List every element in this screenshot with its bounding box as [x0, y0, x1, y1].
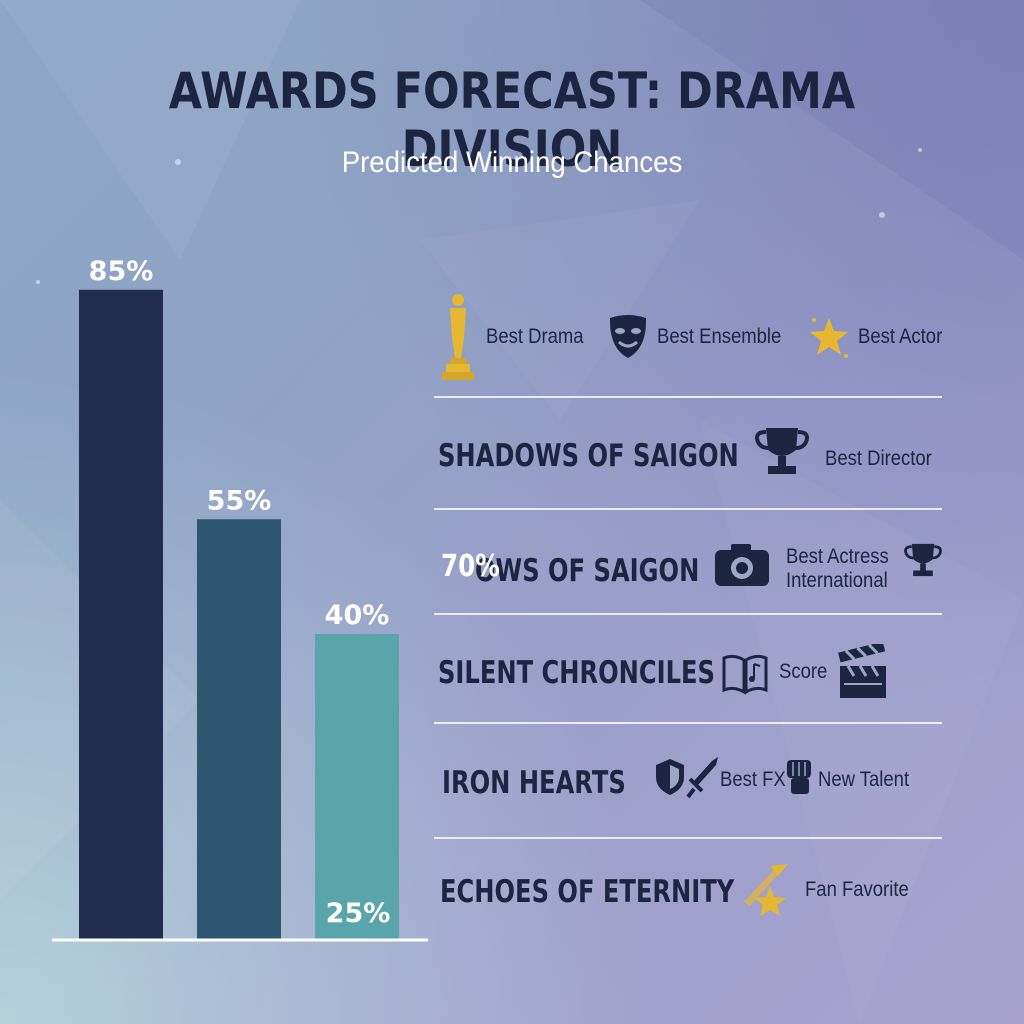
shooting-star-icon — [744, 864, 788, 916]
row-title: OWS OF SAIGON — [475, 553, 700, 589]
legend-item-best-drama: Best Drama — [438, 292, 597, 382]
bar-value-label-1: 85% — [89, 256, 154, 287]
award-label: Best Director — [825, 447, 932, 470]
page-title: AWARDS FORECAST: DRAMA DIVISION — [168, 62, 856, 178]
award-label: Best Actress International — [786, 545, 889, 592]
award-label: Score — [779, 660, 828, 683]
bar-1 — [79, 289, 163, 940]
legend: Best Drama Best Ensemble Best Actor — [438, 292, 958, 382]
divider — [434, 508, 942, 510]
clapperboard-icon — [838, 644, 886, 698]
trophy-icon — [755, 428, 809, 474]
overlay-percent-label: 70% — [441, 549, 500, 584]
fist-icon — [787, 760, 811, 794]
bar-value-label-3: 40% — [325, 600, 390, 631]
bar-3 — [315, 634, 399, 940]
divider — [434, 613, 942, 615]
divider — [434, 722, 942, 724]
star-icon — [810, 318, 849, 358]
row-title: SILENT CHRONCILES — [438, 655, 715, 691]
row-title: ECHOES OF ETERNITY — [440, 874, 735, 910]
legend-label: Best Drama — [486, 325, 584, 348]
book-music-icon — [722, 654, 768, 695]
award-label: Fan Favorite — [805, 878, 909, 901]
divider — [434, 837, 942, 839]
legend-item-best-ensemble: Best Ensemble — [607, 314, 798, 360]
legend-label: Best Actor — [858, 325, 943, 348]
sword-icon — [686, 757, 718, 799]
award-label: New Talent — [818, 768, 910, 791]
page-subtitle: Predicted Winning Chances — [341, 146, 683, 179]
floating-percent-label: 25% — [326, 898, 391, 929]
award-label: Best FX — [720, 768, 786, 791]
oscar-statue-icon — [442, 294, 474, 380]
theater-masks-icon — [609, 315, 646, 358]
row-title: SHADOWS OF SAIGON — [438, 438, 739, 474]
trophy-icon — [904, 543, 942, 577]
row-title: IRON HEARTS — [442, 765, 626, 801]
legend-item-best-actor: Best Actor — [808, 314, 954, 360]
bar-value-label-2: 55% — [207, 485, 272, 516]
legend-label: Best Ensemble — [656, 325, 782, 348]
divider — [434, 396, 942, 398]
bar-2 — [197, 519, 281, 940]
bar-chart: 85% 55% 40% 25% — [52, 256, 428, 942]
shield-icon — [656, 759, 684, 795]
camera-icon — [715, 544, 769, 586]
